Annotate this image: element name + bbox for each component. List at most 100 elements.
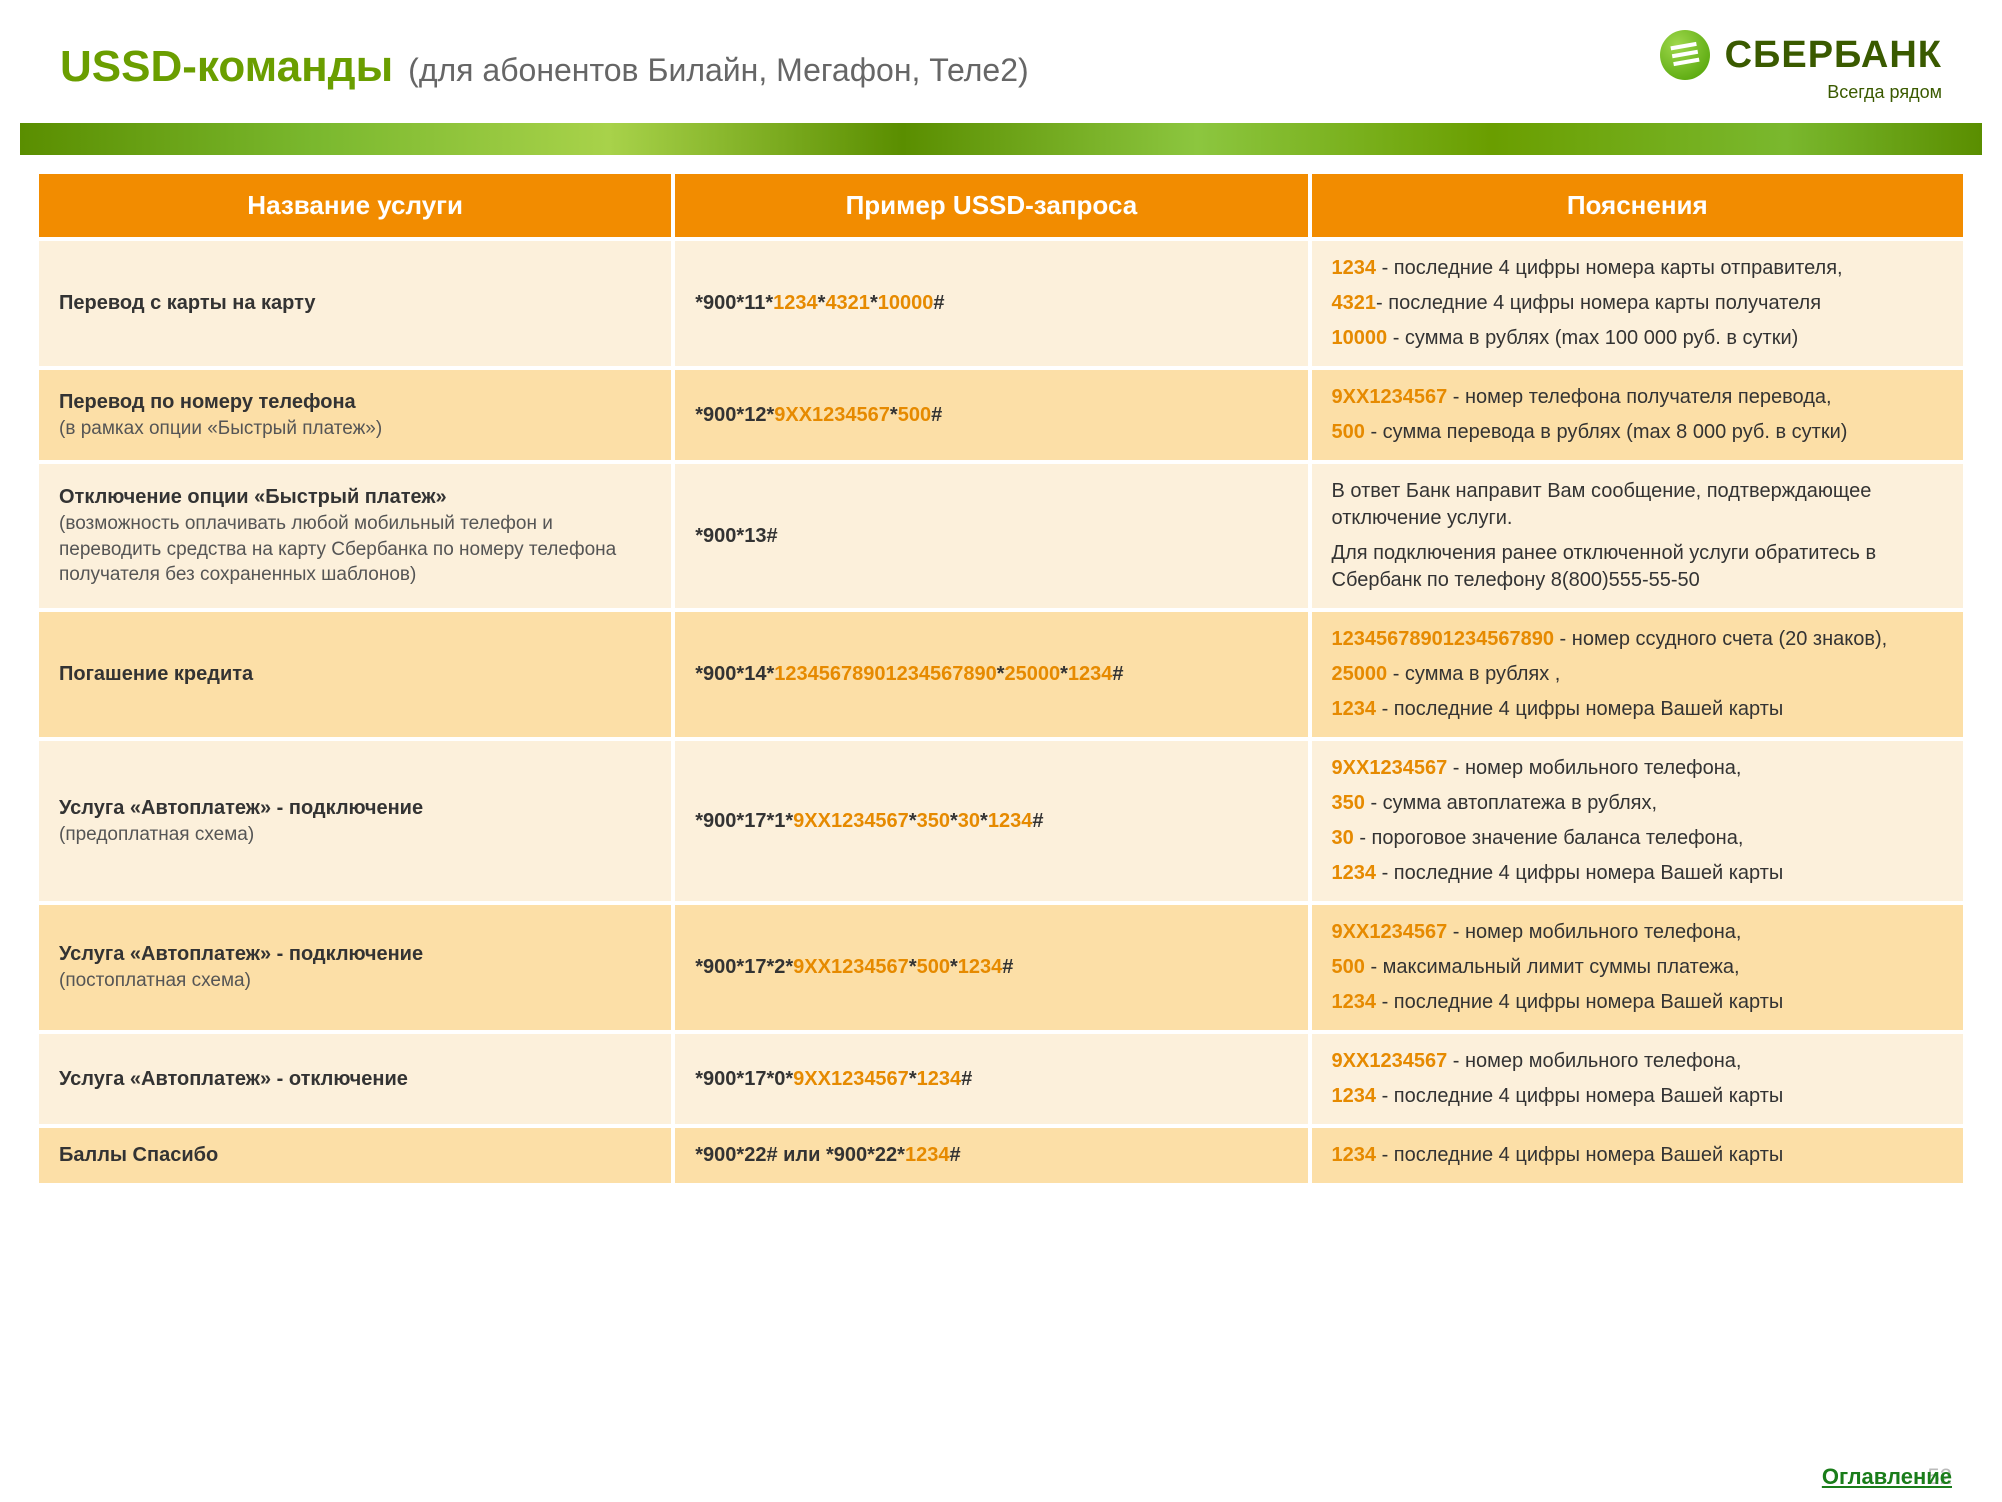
example-literal: * [980,810,988,832]
cell-explanation: В ответ Банк направит Вам сообщение, под… [1312,464,1963,608]
cell-service: Услуга «Автоплатеж» - подключение(предоп… [39,741,671,901]
explanation-text: - номер мобильного телефона, [1447,921,1741,943]
example-param: 1234 [958,956,1003,978]
example-literal: *900*12* [695,404,774,426]
explanation-text: - номер мобильного телефона, [1447,757,1741,779]
explanation-text: - последние 4 цифры номера Вашей карты [1376,991,1783,1013]
explanation-line: 500 - максимальный лимит суммы платежа, [1332,954,1943,981]
service-name: Перевод с карты на карту [59,290,651,317]
explanation-param: 1234 [1332,257,1377,279]
example-param: 4321 [825,292,870,314]
explanation-param: 9XX1234567 [1332,1050,1448,1072]
service-name: Отключение опции «Быстрый платеж» [59,484,651,511]
col-header-example: Пример USSD-запроса [675,174,1307,237]
cell-service: Услуга «Автоплатеж» - подключение(постоп… [39,905,671,1030]
explanation-text: - последние 4 цифры номера карты получат… [1376,292,1821,314]
explanation-text: - пороговое значение баланса телефона, [1354,827,1744,849]
table-row: Перевод с карты на карту*900*11*1234*432… [39,241,1963,366]
cell-example: *900*13# [675,464,1307,608]
cell-service: Отключение опции «Быстрый платеж»(возмож… [39,464,671,608]
example-literal: *900*22# или *900*22* [695,1144,905,1166]
title-block: USSD-команды (для абонентов Билайн, Мега… [60,42,1029,92]
col-header-explanation: Пояснения [1312,174,1963,237]
logo-text: СБЕРБАНК [1725,34,1942,77]
explanation-line: 9XX1234567 - номер телефона получателя п… [1332,384,1943,411]
explanation-line: 1234 - последние 4 цифры номера карты от… [1332,255,1943,282]
cell-example: *900*22# или *900*22*1234# [675,1128,1307,1183]
explanation-text: - последние 4 цифры номера Вашей карты [1376,698,1783,720]
service-name: Услуга «Автоплатеж» - подключение [59,795,651,822]
explanation-param: 30 [1332,827,1354,849]
cell-explanation: 9XX1234567 - номер мобильного телефона, 5… [1312,905,1963,1030]
explanation-param: 9XX1234567 [1332,757,1448,779]
explanation-text: - номер мобильного телефона, [1447,1050,1741,1072]
logo-slogan: Всегда рядом [1827,82,1942,103]
table-row: Услуга «Автоплатеж» - подключение(предоп… [39,741,1963,901]
page-subtitle: (для абонентов Билайн, Мегафон, Теле2) [408,52,1029,89]
explanation-param: 1234 [1332,698,1377,720]
explanation-text: - последние 4 цифры номера карты отправи… [1376,257,1843,279]
example-param: 9XX1234567 [793,956,909,978]
explanation-line: 4321- последние 4 цифры номера карты пол… [1332,290,1943,317]
explanation-param: 500 [1332,956,1365,978]
explanation-line: 9XX1234567 - номер мобильного телефона, [1332,1048,1943,1075]
explanation-param: 350 [1332,792,1365,814]
explanation-line: В ответ Банк направит Вам сообщение, под… [1332,478,1943,532]
cell-example: *900*17*0*9XX1234567*1234# [675,1034,1307,1124]
cell-example: *900*17*1*9XX1234567*350*30*1234# [675,741,1307,901]
cell-service: Перевод с карты на карту [39,241,671,366]
example-literal: # [1002,956,1013,978]
explanation-text: - последние 4 цифры номера Вашей карты [1376,1144,1783,1166]
explanation-line: 25000 - сумма в рублях , [1332,661,1943,688]
explanation-param: 9XX1234567 [1332,386,1448,408]
example-literal: * [997,663,1005,685]
service-name: Перевод по номеру телефона [59,389,651,416]
example-param: 1234 [988,810,1033,832]
example-param: 25000 [1005,663,1061,685]
example-param: 10000 [878,292,934,314]
explanation-line: Для подключения ранее отключенной услуги… [1332,540,1943,594]
example-param: 12345678901234567890 [774,663,996,685]
cell-example: *900*17*2*9XX1234567*500*1234# [675,905,1307,1030]
example-param: 500 [917,956,950,978]
example-literal: # [949,1144,960,1166]
service-name: Услуга «Автоплатеж» - подключение [59,941,651,968]
explanation-line: 500 - сумма перевода в рублях (max 8 000… [1332,419,1943,446]
cell-example: *900*11*1234*4321*10000# [675,241,1307,366]
example-literal: * [950,956,958,978]
explanation-param: 1234 [1332,862,1377,884]
decorative-green-bar [20,123,1982,155]
explanation-text: - номер телефона получателя перевода, [1447,386,1831,408]
service-name: Погашение кредита [59,661,651,688]
toc-link[interactable]: Оглавление [1822,1464,1952,1489]
explanation-text: - сумма в рублях (max 100 000 руб. в сут… [1387,327,1798,349]
example-param: 1234 [773,292,818,314]
cell-service: Погашение кредита [39,612,671,737]
example-param: 1234 [1068,663,1113,685]
col-header-service: Название услуги [39,174,671,237]
page-title: USSD-команды [60,42,393,92]
example-param: 9XX1234567 [793,1068,909,1090]
table-row: Баллы Спасибо*900*22# или *900*22*1234#1… [39,1128,1963,1183]
example-literal: # [961,1068,972,1090]
explanation-line: 9XX1234567 - номер мобильного телефона, [1332,755,1943,782]
explanation-line: 12345678901234567890 - номер ссудного сч… [1332,626,1943,653]
example-literal: *900*17*1* [695,810,793,832]
cell-example: *900*12*9XX1234567*500# [675,370,1307,460]
table-row: Услуга «Автоплатеж» - отключение*900*17*… [39,1034,1963,1124]
example-literal: # [1032,810,1043,832]
cell-explanation: 1234 - последние 4 цифры номера Вашей ка… [1312,1128,1963,1183]
cell-service: Услуга «Автоплатеж» - отключение [39,1034,671,1124]
explanation-param: 4321 [1332,292,1377,314]
example-literal: * [870,292,878,314]
explanation-text: - сумма перевода в рублях (max 8 000 руб… [1365,421,1848,443]
example-literal: # [1112,663,1123,685]
cell-explanation: 1234 - последние 4 цифры номера карты от… [1312,241,1963,366]
service-note: (постоплатная схема) [59,968,651,994]
example-param: 1234 [917,1068,962,1090]
explanation-param: 9XX1234567 [1332,921,1448,943]
explanation-text: - последние 4 цифры номера Вашей карты [1376,862,1783,884]
ussd-commands-table: Название услуги Пример USSD-запроса Пояс… [35,170,1967,1187]
example-literal: *900*11* [695,292,773,314]
service-note: (возможность оплачивать любой мобильный … [59,511,651,588]
